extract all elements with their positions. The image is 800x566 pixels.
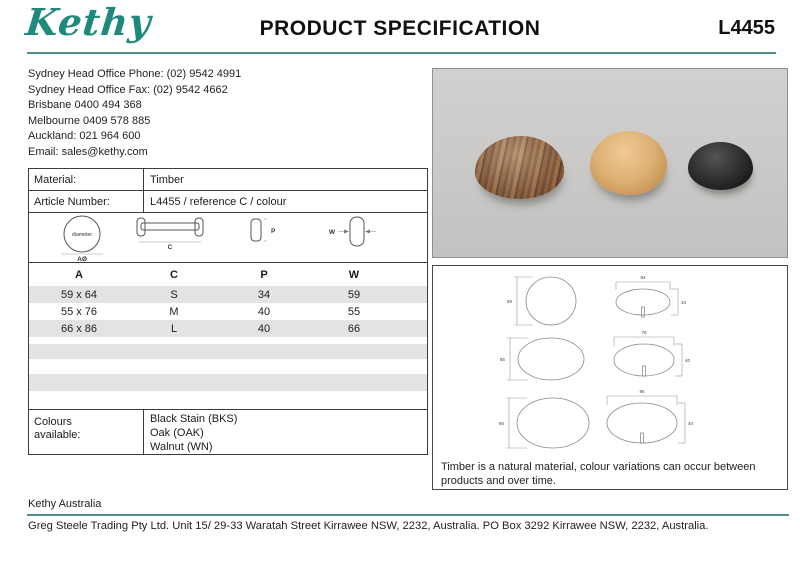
cell-c: L [170, 322, 178, 335]
p-dimension-label: P [271, 228, 276, 235]
footer-address: Greg Steele Trading Pty Ltd. Unit 15/ 29… [28, 520, 709, 532]
technical-drawing: 59 64 34 55 [499, 275, 694, 449]
technical-drawing-panel: 59 64 34 55 [432, 265, 788, 490]
table-row: 66 x 86 L 40 66 [29, 320, 427, 337]
empty-row [29, 374, 427, 391]
material-label: Material: [29, 169, 144, 190]
page-title: PRODUCT SPECIFICATION [259, 17, 541, 40]
contact-line: Email: sales@kethy.com [28, 145, 148, 158]
diameter-icon: diameter AØ [61, 215, 103, 263]
walnut-knob-image [475, 136, 564, 199]
cell-a: 66 x 86 [60, 322, 98, 335]
contact-line: Auckland: 021 964 600 [28, 130, 141, 142]
colours-list: Black Stain (BKS) Oak (OAK) Walnut (WN) [144, 410, 237, 455]
contact-line: Melbourne 0409 578 885 [28, 114, 151, 127]
cell-w: 55 [347, 305, 361, 318]
spec-table: Material: Timber Article Number: L4455 /… [28, 168, 428, 455]
width-icon: W [329, 216, 376, 247]
empty-row [29, 337, 427, 344]
product-code: L4455 [718, 17, 775, 39]
header-divider [27, 52, 776, 54]
table-row: 59 x 64 S 34 59 [29, 286, 427, 303]
cell-c: S [170, 288, 178, 301]
colour-option: Walnut (WN) [150, 441, 213, 453]
size-table: A C P W 59 x 64 S 34 59 55 x 76 M 40 55 … [29, 263, 427, 409]
dim-side-view-depth: 40 [688, 421, 694, 426]
cell-p: 34 [257, 288, 271, 301]
dimension-legend-row: diameter AØ C P W [29, 213, 427, 263]
size-table-header: A C P W [29, 263, 427, 286]
colours-label-line: available: [34, 429, 81, 441]
contact-line: Brisbane 0400 494 368 [28, 99, 142, 111]
colours-label: Colours available: [29, 410, 144, 455]
cell-p: 40 [257, 322, 271, 335]
dimension-legend-icons: diameter AØ C P W [61, 215, 376, 263]
article-number-value: L4455 / reference C / colour [150, 195, 287, 208]
dim-side-view-width: 86 [639, 389, 645, 394]
colours-label-line: Colours [34, 416, 72, 428]
handle-length-icon: C [136, 217, 204, 251]
dim-top-view-height: 59 [507, 299, 513, 304]
cell-w: 59 [347, 288, 361, 301]
drawing-size-l: 66 86 40 [499, 389, 694, 449]
empty-row [29, 359, 427, 374]
w-dimension-label: W [329, 229, 336, 236]
screw-hole [641, 306, 645, 318]
dim-side-view-depth: 40 [685, 358, 691, 363]
cell-p: 40 [257, 305, 271, 318]
col-header-a: A [75, 268, 83, 281]
dim-side-view-depth: 34 [681, 300, 687, 305]
colours-row: Colours available: Black Stain (BKS) Oak… [29, 409, 427, 455]
material-row: Material: Timber [29, 169, 427, 191]
colour-option: Black Stain (BKS) [150, 413, 238, 425]
contact-block: Sydney Head Office Phone: (02) 9542 4991… [28, 67, 241, 160]
timber-note: Timber is a natural material, colour var… [441, 461, 756, 487]
screw-hole [640, 432, 644, 444]
cell-a: 59 x 64 [60, 288, 98, 301]
col-header-w: W [348, 268, 360, 281]
empty-row [29, 344, 427, 359]
drawing-size-s: 59 64 34 [507, 275, 687, 326]
contact-line: Sydney Head Office Fax: (02) 9542 4662 [28, 83, 228, 96]
material-value: Timber [150, 173, 184, 186]
screw-hole [642, 365, 646, 377]
black-stain-knob-image [688, 142, 753, 190]
dim-side-view-width: 64 [640, 275, 646, 280]
product-photo [432, 68, 788, 258]
col-header-p: P [260, 268, 268, 281]
table-row: 55 x 76 M 40 55 [29, 303, 427, 320]
col-header-c: C [170, 268, 178, 281]
colour-option: Oak (OAK) [150, 427, 204, 439]
footer-company: Kethy Australia [28, 498, 102, 510]
dim-top-view-height: 55 [500, 357, 506, 362]
dim-top-view-height: 66 [499, 421, 505, 426]
article-number-row: Article Number: L4455 / reference C / co… [29, 191, 427, 213]
cell-w: 66 [347, 322, 361, 335]
diameter-sub-label: AØ [77, 256, 87, 262]
empty-row [29, 391, 427, 409]
article-number-label: Article Number: [29, 191, 144, 212]
c-dimension-label: C [168, 244, 173, 251]
dim-side-view-width: 76 [641, 330, 647, 335]
footer-divider [27, 514, 789, 516]
contact-line: Sydney Head Office Phone: (02) 9542 4991 [28, 68, 242, 80]
cell-c: M [169, 305, 179, 318]
projection-icon: P [250, 218, 276, 242]
diameter-icon-label: diameter [72, 232, 92, 238]
oak-knob-image [590, 131, 667, 195]
cell-a: 55 x 76 [60, 305, 98, 318]
drawing-size-m: 55 76 40 [500, 330, 691, 381]
